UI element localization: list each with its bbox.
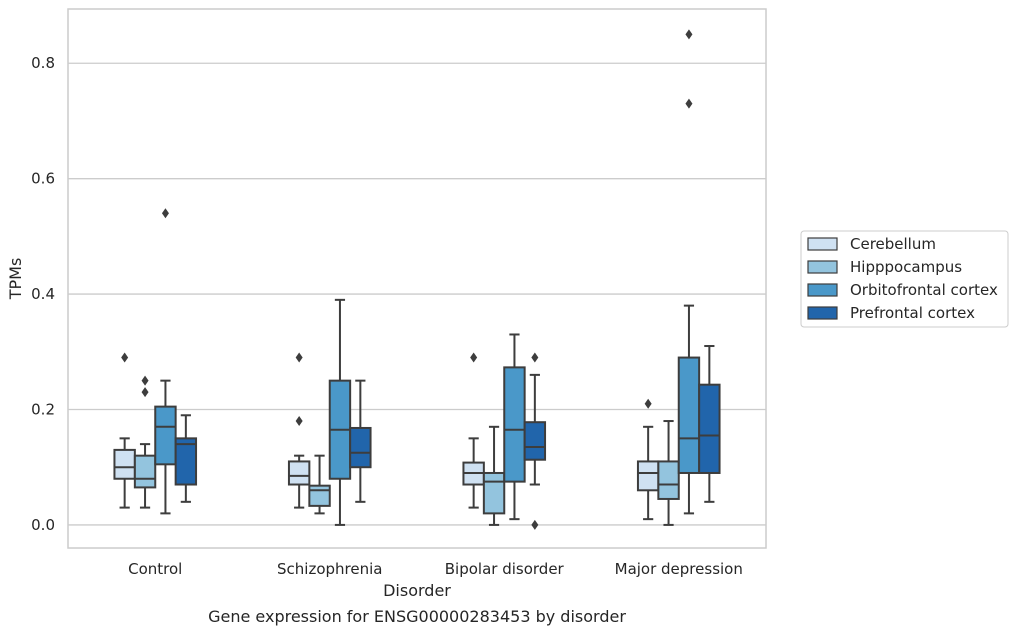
x-tick-labels: Control Schizophrenia Bipolar disorder Majo… bbox=[128, 560, 743, 578]
outlier-marker bbox=[531, 519, 539, 530]
y-tick-label: 0.2 bbox=[31, 400, 55, 418]
box-series bbox=[113, 29, 721, 530]
outlier-marker bbox=[685, 29, 693, 40]
outlier-marker bbox=[161, 208, 169, 219]
box bbox=[462, 352, 485, 509]
series-orbitofrontal-cortex bbox=[154, 29, 701, 526]
box bbox=[174, 414, 198, 503]
y-tick-label: 0.0 bbox=[31, 516, 55, 534]
box-body bbox=[677, 356, 701, 474]
outlier-marker bbox=[295, 352, 303, 363]
series-hipppocampus bbox=[133, 375, 680, 526]
box bbox=[523, 352, 547, 530]
box bbox=[308, 454, 331, 515]
outlier-marker bbox=[121, 352, 129, 363]
x-axis-title: Disorder bbox=[383, 581, 451, 600]
x-tick-label: Control bbox=[128, 560, 182, 578]
legend-label: Orbitofrontal cortex bbox=[850, 281, 998, 299]
outlier-marker bbox=[295, 416, 303, 427]
box bbox=[328, 298, 352, 526]
outlier-marker bbox=[470, 352, 478, 363]
box-body bbox=[349, 426, 372, 469]
series-prefrontal-cortex bbox=[174, 345, 721, 530]
outlier-marker bbox=[531, 352, 539, 363]
legend-item: Prefrontal cortex bbox=[807, 304, 975, 322]
box-body bbox=[154, 405, 177, 466]
box bbox=[698, 345, 721, 503]
outlier-marker bbox=[141, 387, 149, 398]
legend-label: Cerebellum bbox=[850, 235, 936, 253]
box-body bbox=[636, 460, 660, 492]
series-cerebellum bbox=[113, 352, 660, 521]
box bbox=[133, 375, 157, 509]
box-body bbox=[523, 421, 547, 461]
x-tick-label: Schizophrenia bbox=[277, 560, 382, 578]
y-tick-label: 0.8 bbox=[31, 54, 55, 72]
legend-swatch bbox=[807, 260, 838, 274]
legend-label: Hipppocampus bbox=[850, 258, 962, 276]
legend-swatch bbox=[807, 306, 838, 320]
box-body bbox=[287, 460, 311, 486]
box bbox=[657, 420, 680, 526]
legend-item: Orbitofrontal cortex bbox=[807, 281, 998, 299]
box-body bbox=[698, 383, 721, 474]
y-tick-label: 0.6 bbox=[31, 170, 55, 188]
outlier-marker bbox=[685, 98, 693, 109]
x-tick-label: Major depression bbox=[615, 560, 743, 578]
box bbox=[636, 398, 660, 521]
box bbox=[482, 425, 506, 526]
box bbox=[349, 379, 372, 503]
box-body bbox=[657, 460, 680, 500]
box-body bbox=[174, 437, 198, 486]
box bbox=[113, 352, 136, 509]
box bbox=[154, 208, 177, 515]
legend-item: Hipppocampus bbox=[807, 258, 962, 276]
legend-item: Cerebellum bbox=[807, 235, 936, 253]
y-axis-title: TPMs bbox=[6, 258, 25, 301]
box-body bbox=[308, 484, 331, 507]
outlier-marker bbox=[141, 375, 149, 386]
box-body bbox=[482, 471, 506, 515]
legend: Cerebellum Hipppocampus Orbitofrontal cort… bbox=[800, 230, 1009, 328]
legend-label: Prefrontal cortex bbox=[850, 304, 975, 322]
box bbox=[503, 333, 526, 521]
x-tick-label: Bipolar disorder bbox=[445, 560, 565, 578]
legend-swatch bbox=[807, 237, 838, 251]
plot-frame bbox=[67, 8, 767, 549]
outlier-marker bbox=[644, 398, 652, 409]
legend-frame bbox=[800, 230, 1009, 328]
legend-swatch bbox=[807, 283, 838, 297]
box bbox=[287, 352, 311, 509]
y-tick-labels: 0.0 0.2 0.4 0.6 0.8 bbox=[31, 54, 55, 534]
box-body bbox=[113, 448, 136, 480]
box-body bbox=[133, 454, 157, 489]
grid-lines bbox=[68, 62, 766, 526]
chart-caption: Gene expression for ENSG00000283453 by d… bbox=[208, 607, 626, 626]
box bbox=[677, 29, 701, 515]
box-body bbox=[503, 366, 526, 483]
y-tick-label: 0.4 bbox=[31, 285, 55, 303]
